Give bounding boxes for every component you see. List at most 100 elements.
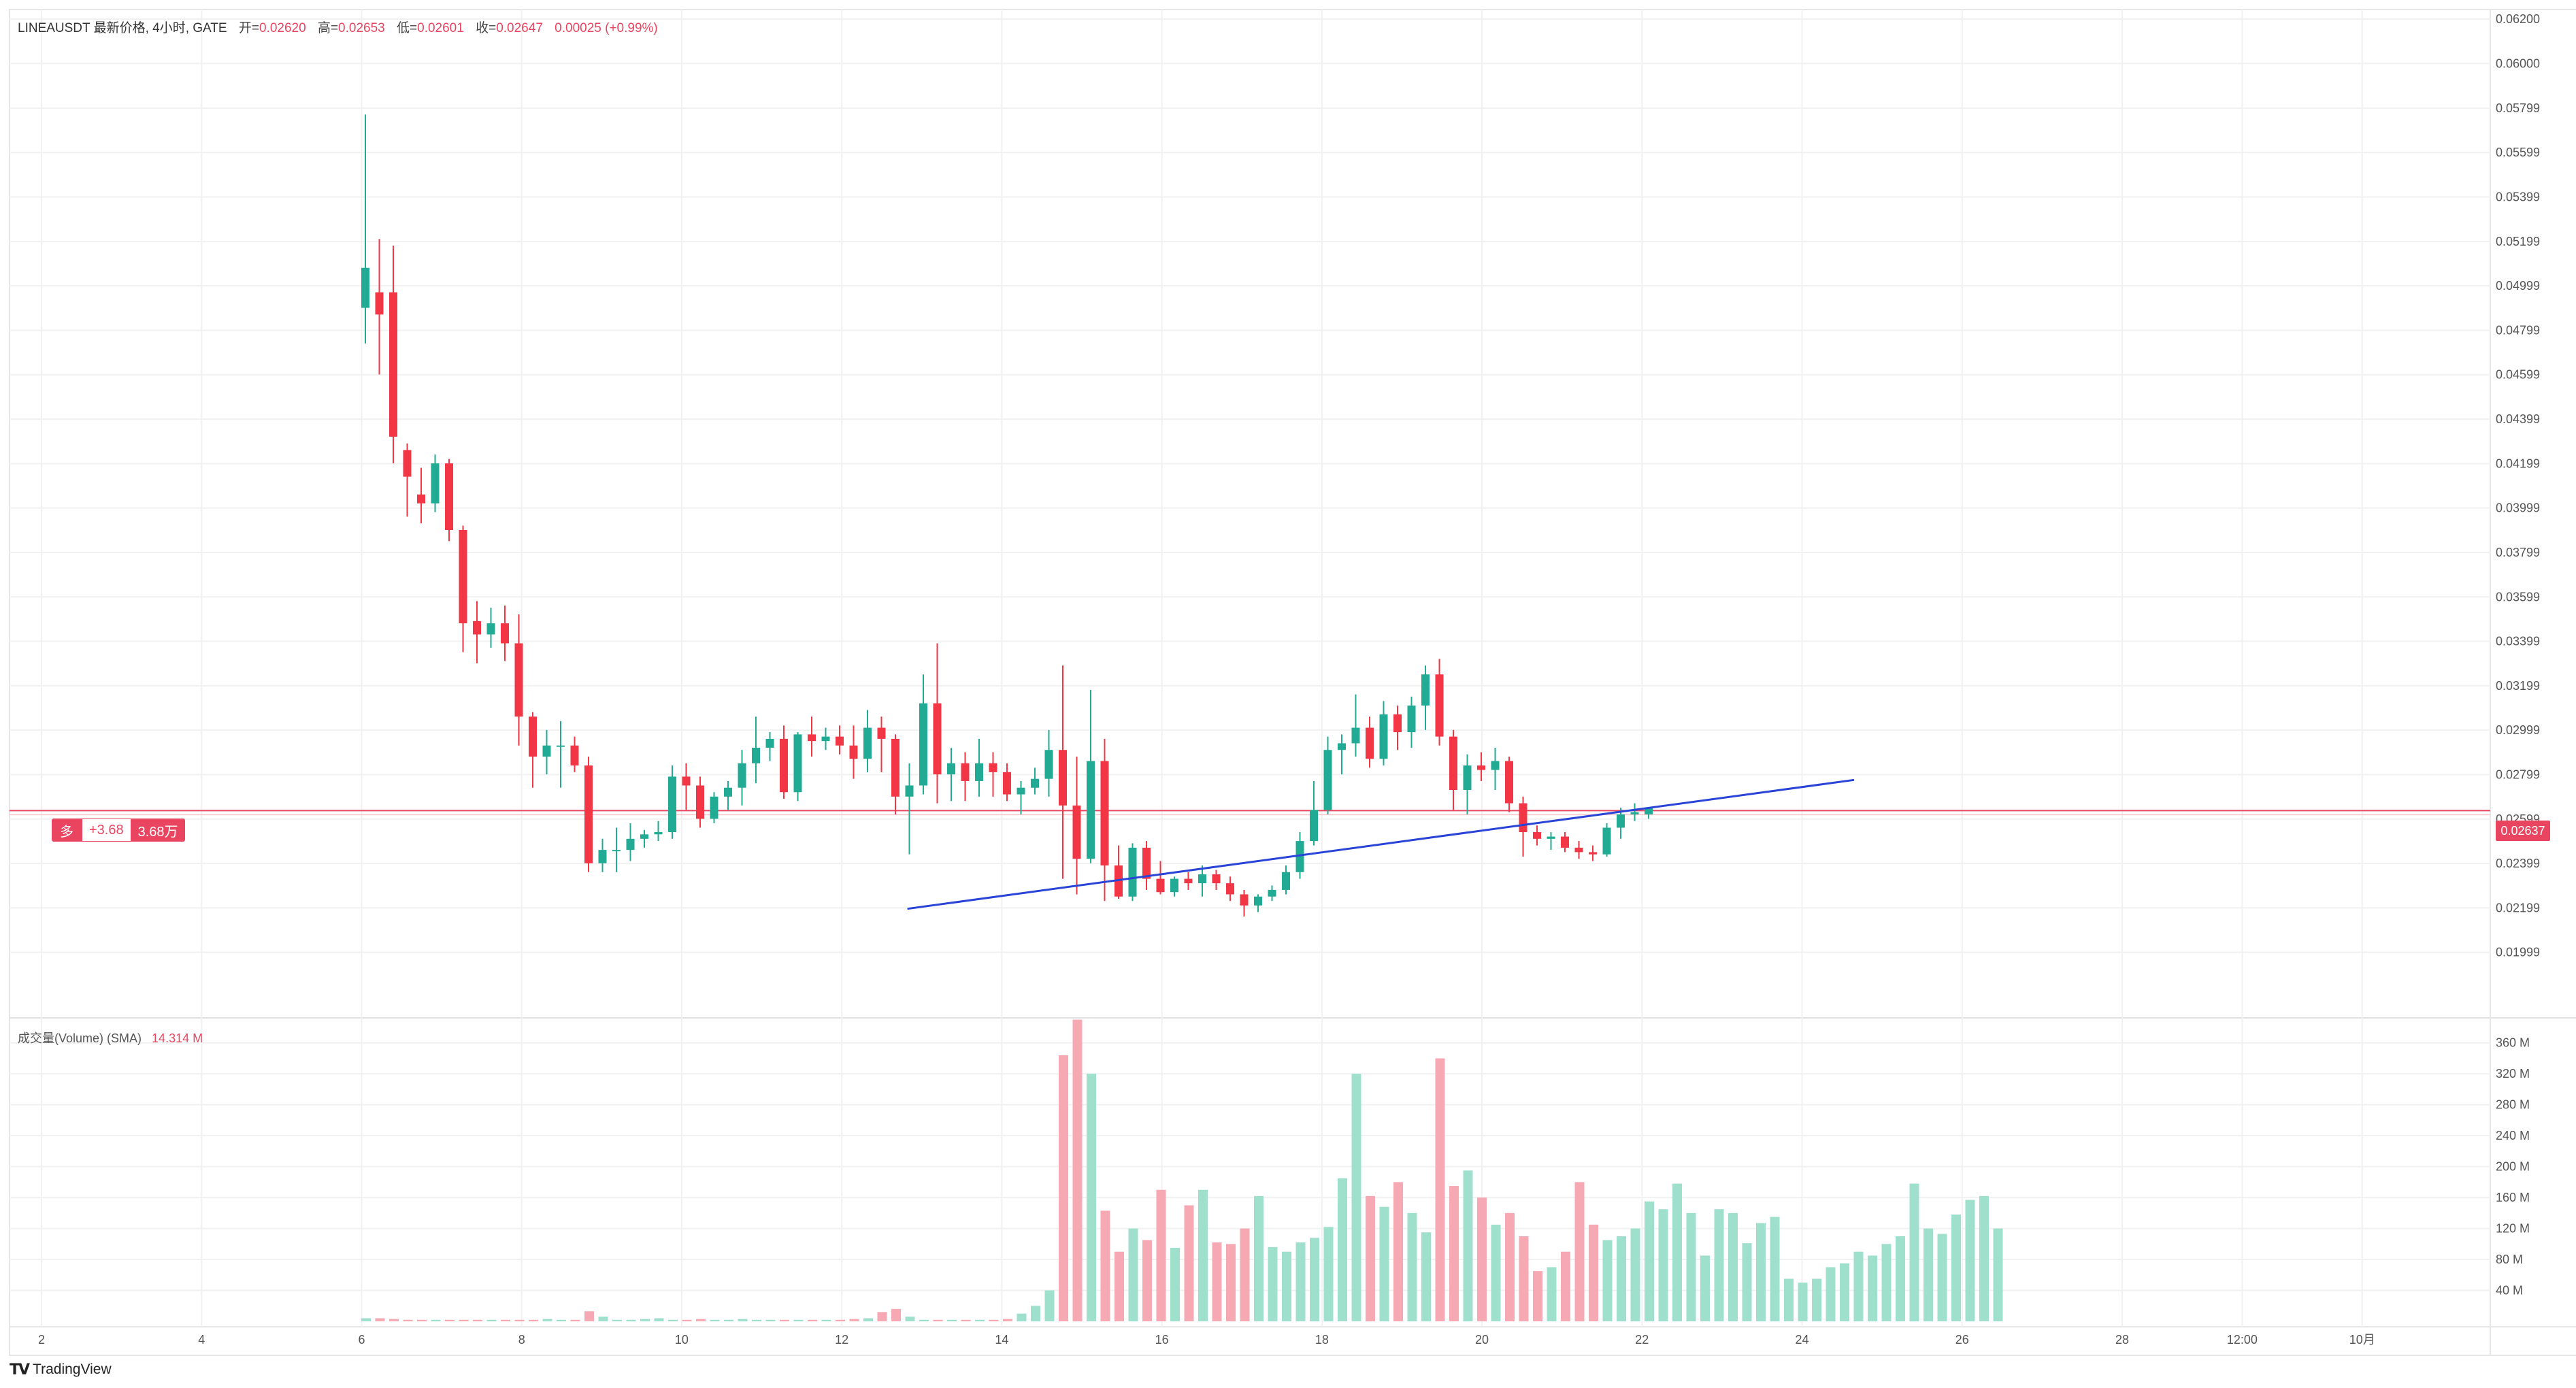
volume-tick-label: 320 M [2496,1067,2530,1080]
candle-body [780,738,788,793]
volume-bar [668,1319,678,1321]
candle-body [1421,674,1430,706]
volume-bar [403,1319,413,1321]
candle-body [1435,674,1444,737]
candle-body [626,838,635,850]
candle-body [1031,778,1039,788]
volume-bar [1421,1232,1431,1321]
volume-bar [1449,1186,1459,1321]
candle-body [1003,772,1011,795]
candle-body [654,832,663,835]
volume-bar [821,1319,831,1321]
volume-bar [1840,1263,1849,1321]
candle-body [445,463,453,530]
candle-body [765,738,774,748]
volume-bar [1295,1242,1306,1321]
position-marker[interactable]: 多 +3.68 3.68万 [52,819,185,842]
candle-body [1477,765,1485,770]
price-tick-label: 0.03199 [2496,679,2540,693]
time-tick-label: 16 [1155,1333,1169,1346]
price-tick-label: 0.03999 [2496,501,2540,515]
volume-bar [1477,1197,1487,1321]
time-tick-label: 4 [198,1333,205,1346]
candle-body [1547,836,1555,839]
volume-bar [1519,1236,1529,1321]
close-value: 0.02647 [496,21,543,35]
candle-body [403,450,412,477]
tradingview-logo-icon: 𝗧𝗩 [10,1361,30,1378]
candle-body [1268,889,1276,897]
volume-bar [584,1311,594,1321]
candle-body [1617,814,1625,828]
candle-body [1645,808,1653,814]
price-tick-label: 0.05199 [2496,235,2540,248]
candle-body [501,623,509,644]
candle-body [1254,896,1262,906]
candle-body [1366,727,1374,759]
position-side[interactable]: 多 [52,819,82,842]
volume-bar [1993,1228,2003,1321]
time-tick-label: 20 [1475,1333,1489,1346]
candle-body [1561,836,1569,848]
change-value: 0.00025 (+0.99%) [555,21,658,35]
time-tick-label: 12 [835,1333,848,1346]
tradingview-logo[interactable]: 𝗧𝗩 TradingView [10,1361,112,1378]
volume-bar [389,1319,399,1321]
price-tick-label: 0.05399 [2496,191,2540,204]
candle-body [863,727,872,759]
volume-bar [529,1319,538,1321]
volume-bar [1184,1205,1194,1321]
volume-bar [1128,1228,1138,1321]
low-value: 0.02601 [417,21,464,35]
candle-body [1338,743,1346,750]
volume-indicator-header[interactable]: 成交量(Volume) (SMA) 14.314 M [18,1029,203,1046]
volume-bar [501,1319,510,1321]
position-quantity[interactable]: 3.68万 [131,819,185,842]
open-label: 开= [238,21,259,35]
time-tick-label: 14 [995,1333,1008,1346]
volume-bar [877,1312,887,1321]
volume-bar [1923,1228,1933,1321]
volume-bar [640,1319,650,1321]
volume-bar [557,1319,566,1321]
volume-bar [654,1318,664,1321]
price-tick-label: 0.02199 [2496,901,2540,914]
time-tick-label: 10月 [2349,1333,2375,1346]
volume-bar [1896,1236,1905,1321]
candle-body [486,623,495,635]
candle-body [1184,878,1193,884]
candle-body [1449,736,1457,790]
volume-bar [1812,1278,1821,1321]
volume-bar [752,1319,761,1321]
volume-bar [1003,1319,1012,1321]
candle-body [1505,761,1513,804]
price-tick-label: 0.02999 [2496,723,2540,737]
candle-body [1198,874,1206,884]
time-tick-label: 28 [2115,1333,2129,1346]
price-tick-label: 0.03799 [2496,546,2540,559]
volume-bar [1881,1244,1892,1321]
candle-body [612,850,621,852]
volume-bar [1798,1283,1808,1321]
volume-bar [1617,1236,1626,1321]
volume-tick-label: 360 M [2496,1036,2530,1050]
open-value: 0.02620 [259,21,306,35]
volume-bar [514,1319,525,1321]
candle-body [1463,765,1472,790]
candle-body [710,796,719,819]
volume-bar [1017,1313,1027,1321]
volume-tick-label: 240 M [2496,1129,2530,1142]
candle-body [891,738,899,797]
candle-body [1142,847,1151,879]
volume-bar [1756,1223,1766,1321]
volume-bar [975,1319,985,1321]
candle-body [1072,805,1081,859]
price-tick-label: 0.04199 [2496,457,2540,470]
volume-bar [682,1319,692,1321]
time-tick-label: 26 [1955,1333,1969,1346]
candle-body [849,745,858,759]
candle-body [514,643,523,717]
candle-body [1379,714,1388,759]
price-tick-label: 0.03599 [2496,590,2540,604]
